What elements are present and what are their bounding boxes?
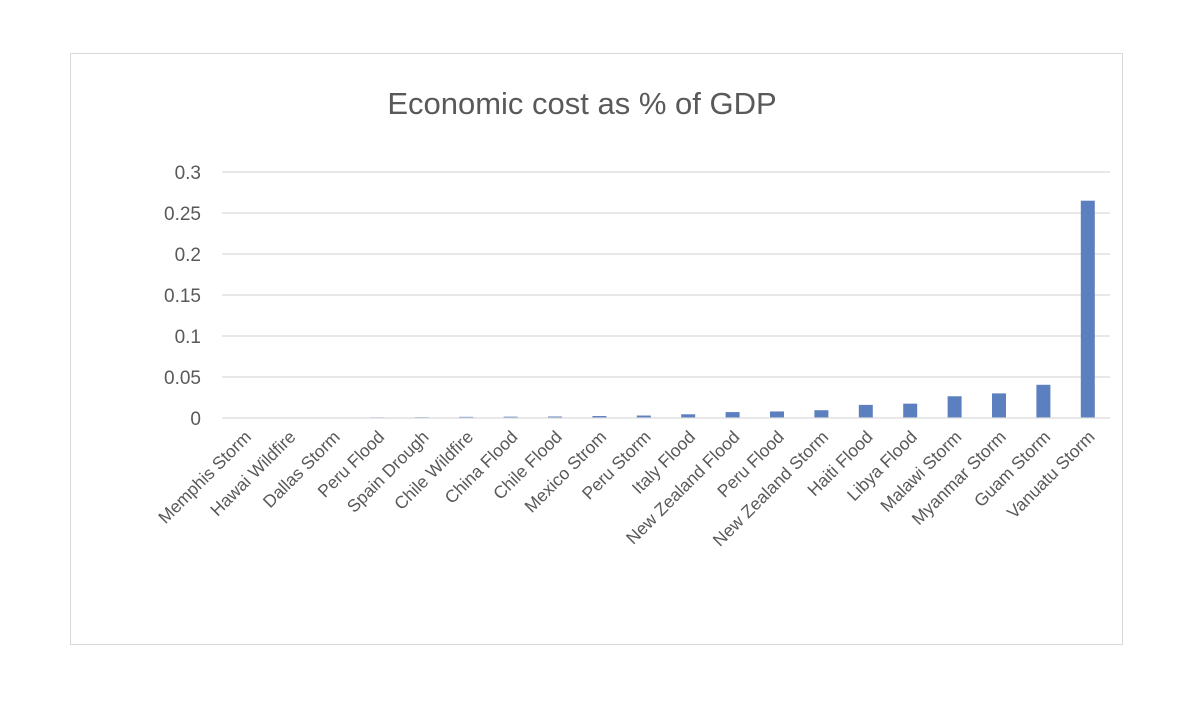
y-tick-label: 0.25 bbox=[164, 204, 201, 225]
y-tick-label: 0 bbox=[190, 409, 201, 430]
bar bbox=[770, 411, 784, 418]
bar bbox=[858, 404, 873, 418]
chart-title: Economic cost as % of GDP bbox=[387, 86, 776, 121]
gridlines bbox=[222, 171, 1110, 378]
bar bbox=[548, 416, 562, 418]
bar bbox=[947, 396, 962, 418]
bar bbox=[903, 403, 918, 418]
bars bbox=[237, 200, 1095, 419]
y-tick-label: 0.15 bbox=[164, 286, 201, 307]
bar bbox=[503, 416, 518, 418]
bar bbox=[1080, 200, 1095, 418]
y-tick-label: 0.2 bbox=[175, 245, 201, 266]
y-tick-label: 0.3 bbox=[175, 163, 201, 184]
bar bbox=[592, 416, 607, 418]
bar bbox=[681, 414, 696, 418]
bar bbox=[725, 412, 740, 418]
bar bbox=[636, 415, 651, 418]
bar bbox=[814, 410, 829, 418]
y-axis-tick-labels: 0 0.05 0.1 0.15 0.2 0.25 0.3 bbox=[164, 163, 201, 430]
bar bbox=[1036, 384, 1051, 418]
y-tick-label: 0.05 bbox=[164, 368, 201, 389]
bar bbox=[992, 393, 1006, 418]
y-tick-label: 0.1 bbox=[175, 327, 201, 348]
chart-frame bbox=[70, 53, 1123, 645]
